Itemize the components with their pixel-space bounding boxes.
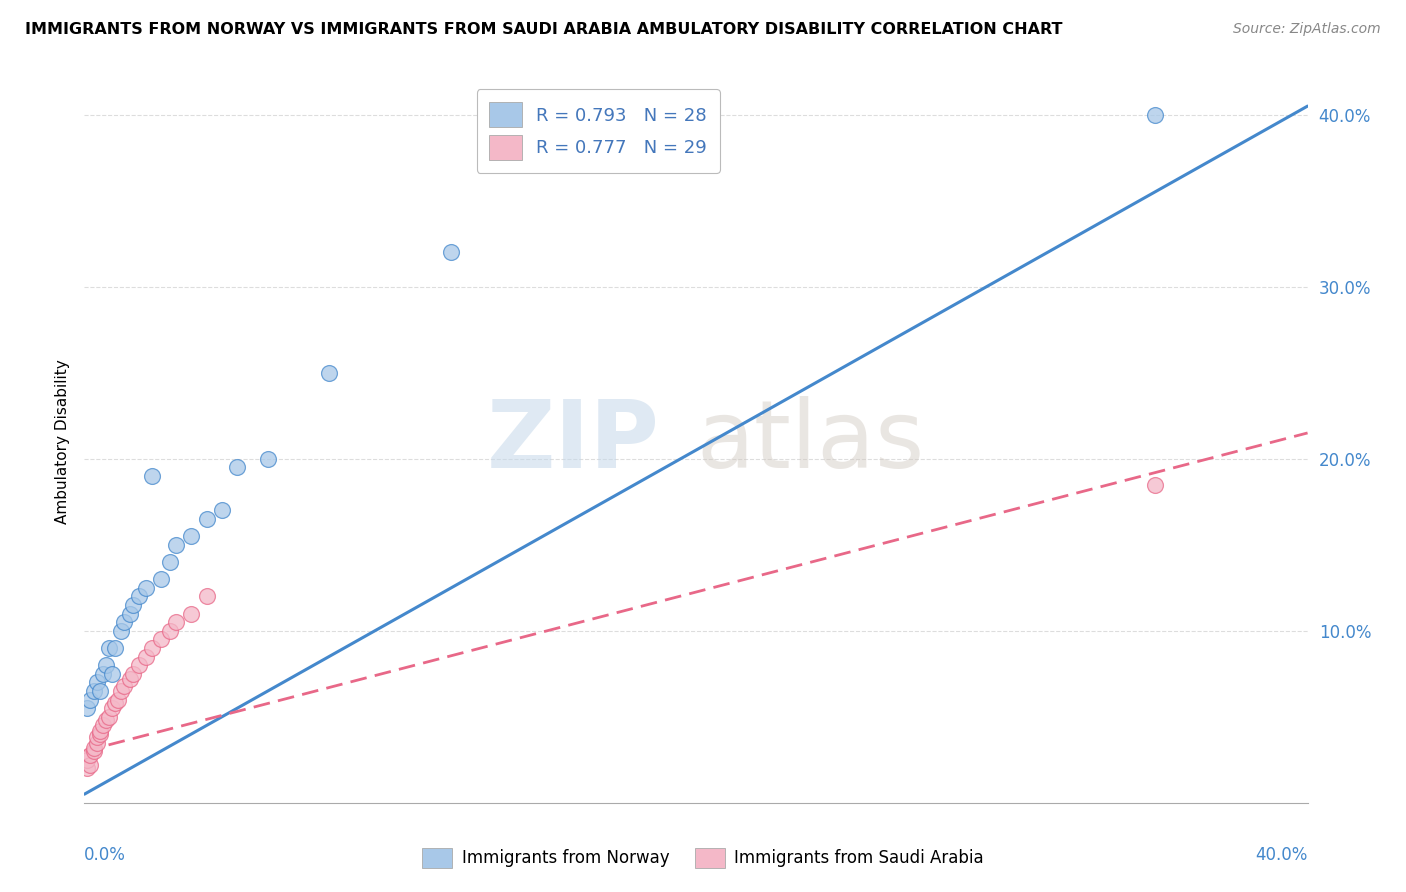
Point xyxy=(122,598,145,612)
Point xyxy=(94,713,117,727)
Text: Source: ZipAtlas.com: Source: ZipAtlas.com xyxy=(1233,22,1381,37)
Point xyxy=(128,590,150,604)
Point xyxy=(107,692,129,706)
Point xyxy=(89,684,111,698)
Point xyxy=(180,529,202,543)
Legend: R = 0.793   N = 28, R = 0.777   N = 29: R = 0.793 N = 28, R = 0.777 N = 29 xyxy=(477,89,720,173)
Point xyxy=(1143,477,1166,491)
Point xyxy=(79,692,101,706)
Text: 40.0%: 40.0% xyxy=(1256,847,1308,864)
Point xyxy=(195,590,218,604)
Point xyxy=(86,675,108,690)
Point xyxy=(86,735,108,749)
Point xyxy=(86,731,108,745)
Point xyxy=(257,451,280,466)
Point xyxy=(101,666,124,681)
Point xyxy=(91,666,114,681)
Point xyxy=(83,684,105,698)
Point xyxy=(128,658,150,673)
Point xyxy=(76,701,98,715)
Point xyxy=(149,572,172,586)
Y-axis label: Ambulatory Disability: Ambulatory Disability xyxy=(55,359,70,524)
Point xyxy=(97,710,120,724)
Point xyxy=(83,740,105,755)
Point xyxy=(91,718,114,732)
Point xyxy=(76,761,98,775)
Point xyxy=(141,640,163,655)
Point xyxy=(79,758,101,772)
Point xyxy=(112,615,135,630)
Point xyxy=(110,684,132,698)
Point xyxy=(165,538,187,552)
Legend: Immigrants from Norway, Immigrants from Saudi Arabia: Immigrants from Norway, Immigrants from … xyxy=(415,841,991,875)
Point xyxy=(180,607,202,621)
Point xyxy=(141,469,163,483)
Point xyxy=(226,460,249,475)
Point xyxy=(135,581,157,595)
Point xyxy=(97,640,120,655)
Point xyxy=(122,666,145,681)
Point xyxy=(110,624,132,638)
Point xyxy=(83,744,105,758)
Point xyxy=(149,632,172,647)
Point xyxy=(159,555,181,569)
Point xyxy=(89,727,111,741)
Point xyxy=(165,615,187,630)
Point xyxy=(318,366,340,380)
Text: IMMIGRANTS FROM NORWAY VS IMMIGRANTS FROM SAUDI ARABIA AMBULATORY DISABILITY COR: IMMIGRANTS FROM NORWAY VS IMMIGRANTS FRO… xyxy=(25,22,1063,37)
Text: atlas: atlas xyxy=(696,395,924,488)
Point xyxy=(76,753,98,767)
Point xyxy=(1143,108,1166,122)
Point xyxy=(89,723,111,738)
Point xyxy=(440,245,463,260)
Point xyxy=(195,512,218,526)
Point xyxy=(135,649,157,664)
Point xyxy=(120,607,142,621)
Point xyxy=(120,672,142,686)
Point xyxy=(104,696,127,710)
Point xyxy=(79,747,101,762)
Point xyxy=(104,640,127,655)
Point xyxy=(101,701,124,715)
Point xyxy=(112,679,135,693)
Point xyxy=(94,658,117,673)
Text: ZIP: ZIP xyxy=(486,395,659,488)
Point xyxy=(159,624,181,638)
Point xyxy=(211,503,233,517)
Text: 0.0%: 0.0% xyxy=(84,847,127,864)
